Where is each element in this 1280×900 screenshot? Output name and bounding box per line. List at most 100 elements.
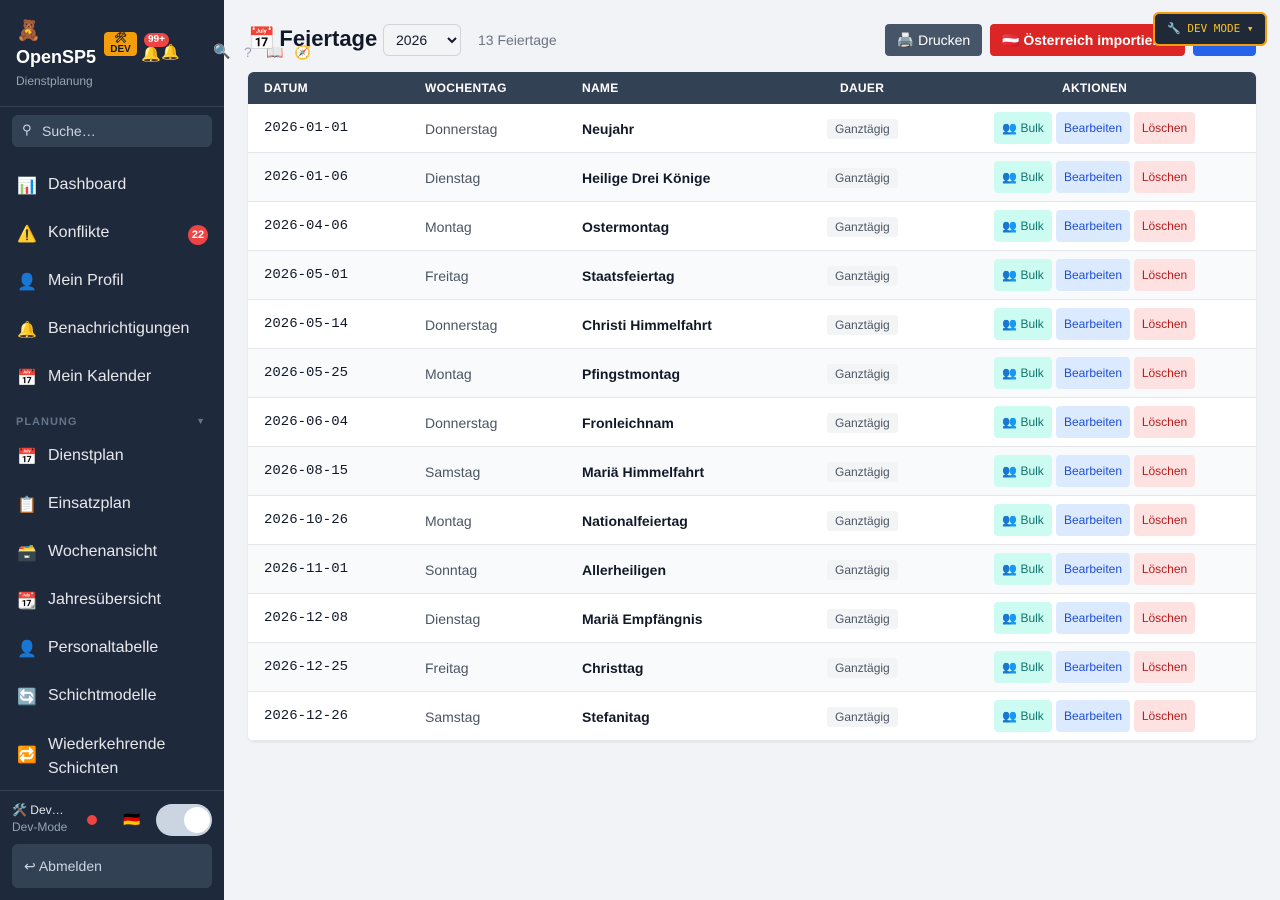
date-cell: 2026-12-08 bbox=[264, 610, 349, 626]
duration-badge: Ganztägig bbox=[827, 658, 898, 678]
sidebar-item-benachrichtigungen[interactable]: 🔔 Benachrichtigungen bbox=[0, 308, 224, 352]
table-row: 2026-01-01 Donnerstag Neujahr Ganztägig 👥 Bu… bbox=[248, 104, 1256, 153]
sidebar-item-personaltabelle[interactable]: 👤 Personaltabelle bbox=[0, 627, 224, 671]
edit-button[interactable]: Bearbeiten bbox=[1056, 700, 1130, 732]
date-cell: 2026-10-26 bbox=[264, 512, 349, 528]
bulk-button[interactable]: 👥 Bulk bbox=[994, 259, 1052, 291]
repeat-icon: 🔁 bbox=[17, 747, 37, 764]
sidebar-item-label: Wiederkehrende Schichten bbox=[48, 733, 165, 781]
delete-button[interactable]: Löschen bbox=[1134, 259, 1195, 291]
sidebar-item-wochenansicht[interactable]: 🗃️ Wochenansicht bbox=[0, 531, 224, 575]
holiday-name-cell: Heilige Drei Könige bbox=[582, 170, 711, 186]
delete-button[interactable]: Löschen bbox=[1134, 455, 1195, 487]
delete-button[interactable]: Löschen bbox=[1134, 112, 1195, 144]
edit-button[interactable]: Bearbeiten bbox=[1056, 406, 1130, 438]
bulk-button[interactable]: 👥 Bulk bbox=[994, 112, 1052, 144]
duration-badge: Ganztägig bbox=[827, 707, 898, 727]
help-icon[interactable]: ? bbox=[244, 44, 252, 60]
search-icon[interactable]: 🔍 bbox=[213, 43, 231, 59]
bulk-button[interactable]: 👥 Bulk bbox=[994, 602, 1052, 634]
bulk-button[interactable]: 👥 Bulk bbox=[994, 651, 1052, 683]
holiday-name-cell: Nationalfeiertag bbox=[582, 513, 688, 529]
column-header-dauer: DAUER bbox=[840, 81, 885, 95]
bulk-button[interactable]: 👥 Bulk bbox=[994, 504, 1052, 536]
table-row: 2026-04-06 Montag Ostermontag Ganztägig 👥 Bu… bbox=[248, 202, 1256, 251]
dev-mode-dropdown[interactable]: 🔧 DEV MODE ▾ bbox=[1153, 12, 1267, 46]
sidebar-item-schichtmodelle[interactable]: 🔄 Schichtmodelle bbox=[0, 675, 224, 719]
section-header-planung[interactable]: PLANUNG ▼ bbox=[16, 416, 208, 428]
bulk-button[interactable]: 👥 Bulk bbox=[994, 357, 1052, 389]
sidebar-item-konflikte[interactable]: ⚠️ Konflikte 22 bbox=[0, 212, 224, 256]
sidebar-item-dienstplan[interactable]: 📅 Dienstplan bbox=[0, 435, 224, 479]
delete-button[interactable]: Löschen bbox=[1134, 161, 1195, 193]
delete-button[interactable]: Löschen bbox=[1134, 651, 1195, 683]
toggle-knob bbox=[184, 807, 210, 833]
calendar-icon: 📆 bbox=[17, 593, 37, 610]
sidebar-item-label: Konflikte bbox=[48, 224, 110, 241]
edit-button[interactable]: Bearbeiten bbox=[1056, 602, 1130, 634]
sidebar-item-jahresuebersicht[interactable]: 📆 Jahresübersicht bbox=[0, 579, 224, 623]
holiday-table: DATUM WOCHENTAG NAME DAUER AKTIONEN 2026… bbox=[248, 72, 1256, 741]
table-row: 2026-05-01 Freitag Staatsfeiertag Ganztägig… bbox=[248, 251, 1256, 300]
divider bbox=[0, 790, 224, 791]
print-button[interactable]: 🖨️ Drucken bbox=[885, 24, 982, 56]
delete-button[interactable]: Löschen bbox=[1134, 308, 1195, 340]
user-icon: 👤 bbox=[17, 641, 37, 658]
delete-button[interactable]: Löschen bbox=[1134, 504, 1195, 536]
edit-button[interactable]: Bearbeiten bbox=[1056, 112, 1130, 144]
delete-button[interactable]: Löschen bbox=[1134, 700, 1195, 732]
date-cell: 2026-12-25 bbox=[264, 659, 349, 675]
edit-button[interactable]: Bearbeiten bbox=[1056, 161, 1130, 193]
delete-button[interactable]: Löschen bbox=[1134, 553, 1195, 585]
search-input[interactable] bbox=[42, 115, 207, 147]
edit-button[interactable]: Bearbeiten bbox=[1056, 357, 1130, 389]
edit-button[interactable]: Bearbeiten bbox=[1056, 651, 1130, 683]
bell-outline-icon[interactable]: 🔔 bbox=[161, 44, 180, 61]
weekday-cell: Donnerstag bbox=[425, 121, 498, 137]
compass-icon[interactable]: 🧭 bbox=[294, 44, 312, 60]
sidebar-item-dashboard[interactable]: 📊 Dashboard bbox=[0, 164, 224, 208]
import-austria-button[interactable]: 🇦🇹 Österreich importieren bbox=[990, 24, 1185, 56]
edit-button[interactable]: Bearbeiten bbox=[1056, 259, 1130, 291]
app-subtitle: Dienstplanung bbox=[16, 74, 93, 88]
year-select[interactable]: 2026 bbox=[383, 24, 461, 56]
book-icon[interactable]: 📖 bbox=[266, 44, 284, 60]
weekday-cell: Samstag bbox=[425, 464, 481, 480]
holiday-name-cell: Allerheiligen bbox=[582, 562, 667, 578]
bulk-button[interactable]: 👥 Bulk bbox=[994, 308, 1052, 340]
theme-toggle[interactable] bbox=[156, 804, 212, 836]
sidebar-item-profil[interactable]: 👤 Mein Profil bbox=[0, 260, 224, 304]
edit-button[interactable]: Bearbeiten bbox=[1056, 455, 1130, 487]
sidebar-search[interactable]: ⚲ bbox=[12, 115, 212, 147]
table-row: 2026-05-14 Donnerstag Christi Himmelfahrt G… bbox=[248, 300, 1256, 349]
delete-button[interactable]: Löschen bbox=[1134, 210, 1195, 242]
bulk-button[interactable]: 👥 Bulk bbox=[994, 210, 1052, 242]
edit-button[interactable]: Bearbeiten bbox=[1056, 553, 1130, 585]
bulk-button[interactable]: 👥 Bulk bbox=[994, 455, 1052, 487]
sidebar-item-kalender[interactable]: 📅 Mein Kalender bbox=[0, 356, 224, 400]
edit-button[interactable]: Bearbeiten bbox=[1056, 308, 1130, 340]
table-header: DATUM WOCHENTAG NAME DAUER AKTIONEN bbox=[248, 72, 1256, 104]
bulk-button[interactable]: 👥 Bulk bbox=[994, 406, 1052, 438]
bell-icon[interactable]: 🔔 bbox=[141, 46, 161, 63]
app-name[interactable]: OpenSP5 bbox=[16, 47, 97, 67]
sidebar-item-einsatzplan[interactable]: 📋 Einsatzplan bbox=[0, 483, 224, 527]
table-row: 2026-12-26 Samstag Stefanitag Ganztägig 👥 Bu… bbox=[248, 692, 1256, 741]
bulk-button[interactable]: 👥 Bulk bbox=[994, 700, 1052, 732]
delete-button[interactable]: Löschen bbox=[1134, 357, 1195, 389]
delete-button[interactable]: Löschen bbox=[1134, 406, 1195, 438]
edit-button[interactable]: Bearbeiten bbox=[1056, 210, 1130, 242]
weekday-cell: Donnerstag bbox=[425, 415, 498, 431]
bulk-button[interactable]: 👥 Bulk bbox=[994, 161, 1052, 193]
delete-button[interactable]: Löschen bbox=[1134, 602, 1195, 634]
sidebar-item-wiederkehrende-schichten[interactable]: 🔁 Wiederkehrende Schichten bbox=[0, 733, 224, 781]
logout-button[interactable]: ↩ Abmelden bbox=[12, 844, 212, 888]
duration-badge: Ganztägig bbox=[827, 168, 898, 188]
bulk-button[interactable]: 👥 Bulk bbox=[994, 553, 1052, 585]
duration-badge: Ganztägig bbox=[827, 462, 898, 482]
edit-button[interactable]: Bearbeiten bbox=[1056, 504, 1130, 536]
language-flag-icon[interactable]: 🇩🇪 bbox=[123, 811, 141, 827]
divider bbox=[0, 106, 224, 107]
holiday-count: 13 Feiertage bbox=[478, 32, 557, 48]
warning-icon: ⚠️ bbox=[17, 226, 37, 243]
